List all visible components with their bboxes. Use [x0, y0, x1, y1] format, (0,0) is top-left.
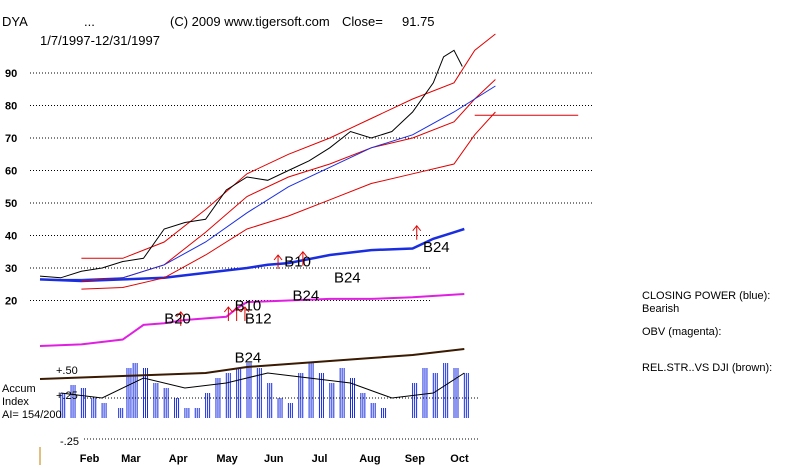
accum-tick-plus50: +.50	[56, 365, 78, 377]
moving-average-line	[40, 85, 496, 280]
obv-legend: OBV (magenta):	[642, 326, 721, 338]
y-tick-label: 60	[5, 166, 17, 178]
copyright-text: (C) 2009 www.tigersoft.com	[170, 14, 330, 29]
buy-arrow	[298, 250, 308, 266]
signal-label: B10	[235, 297, 262, 314]
date-range: 1/7/1997-12/31/1997	[40, 33, 160, 48]
y-axis-ticks: 90 80 70 60 50 40 30 20	[5, 68, 17, 308]
rel-str-legend: REL.STR..VS DJI (brown):	[642, 362, 772, 374]
rel-str-line	[39, 348, 465, 380]
accum-label: Accum	[2, 383, 36, 395]
ticker-label: DYA	[2, 14, 28, 29]
x-axis-months: Feb Mar Apr May Jun Jul Aug Sep Oct	[80, 453, 469, 465]
buy-arrow	[232, 306, 242, 321]
x-tick-label: Sep	[405, 453, 425, 465]
buy-arrows	[176, 224, 422, 326]
signal-label: B10	[284, 253, 311, 270]
signal-label: B24	[293, 288, 320, 305]
y-tick-label: 70	[5, 133, 17, 145]
closing-power-state: Bearish	[642, 303, 679, 315]
close-value: 91.75	[402, 14, 435, 29]
obv-line	[39, 293, 465, 347]
accum-ai-label: AI= 154/200	[2, 409, 62, 421]
upper-band-line	[81, 33, 496, 259]
signal-label: B24	[334, 270, 361, 287]
y-tick-label: 50	[5, 198, 17, 210]
accum-tick-plus25: +.25	[56, 390, 78, 402]
signal-label: B24	[423, 239, 450, 256]
y-tick-label: 30	[5, 263, 17, 275]
accum-ma-line	[60, 372, 465, 399]
closing-power-legend: CLOSING POWER (blue):	[642, 290, 770, 302]
lower-band-line	[81, 111, 496, 290]
x-tick-label: May	[216, 453, 238, 465]
price-line	[39, 49, 463, 279]
x-tick-label: Oct	[450, 453, 469, 465]
buy-arrow	[273, 254, 283, 269]
accum-index-label: Index	[2, 396, 29, 408]
y-tick-label: 90	[5, 68, 17, 80]
y-tick-label: 40	[5, 231, 17, 243]
x-tick-label: Apr	[169, 453, 189, 465]
y-tick-label: 80	[5, 101, 17, 113]
x-tick-label: Feb	[80, 453, 100, 465]
close-label: Close=	[342, 14, 383, 29]
signal-label: B20	[164, 310, 191, 327]
buy-arrow	[223, 306, 233, 321]
x-tick-label: Mar	[121, 453, 141, 465]
buy-arrow	[412, 224, 422, 240]
x-tick-label: Aug	[359, 453, 380, 465]
signal-label: B24	[235, 349, 262, 366]
buy-arrow	[240, 306, 250, 321]
y-tick-label: 20	[5, 296, 17, 308]
ticker-dots: ...	[84, 14, 95, 29]
accum-index-bars	[60, 363, 469, 418]
signal-label: B12	[245, 310, 272, 327]
accum-tick-minus25: -.25	[60, 436, 79, 448]
buy-arrow	[176, 311, 186, 326]
x-tick-label: Jul	[312, 453, 328, 465]
x-tick-label: Jun	[264, 453, 284, 465]
gridlines	[30, 72, 592, 301]
